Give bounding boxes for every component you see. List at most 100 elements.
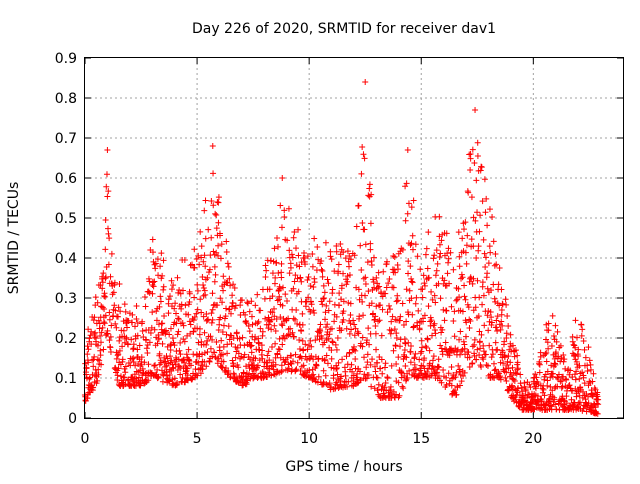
- data-point: [89, 371, 96, 378]
- data-point: [533, 374, 540, 381]
- data-point: [431, 320, 438, 327]
- data-point: [542, 371, 549, 378]
- data-point: [187, 330, 194, 337]
- data-point: [175, 356, 182, 363]
- data-point: [294, 320, 301, 327]
- data-point: [335, 268, 342, 275]
- data-point: [293, 245, 300, 252]
- data-point: [298, 328, 305, 335]
- data-point: [593, 410, 600, 417]
- data-point: [570, 341, 577, 348]
- data-point: [94, 377, 101, 384]
- data-point: [311, 235, 318, 242]
- data-point: [393, 361, 400, 368]
- data-point: [369, 356, 376, 363]
- data-point: [431, 292, 438, 299]
- data-point: [103, 183, 110, 190]
- data-point: [407, 348, 414, 355]
- data-point: [480, 342, 487, 349]
- data-point: [400, 322, 407, 329]
- data-point: [165, 310, 172, 317]
- data-point: [117, 308, 124, 315]
- y-tick-label: 0.3: [55, 291, 77, 307]
- data-point: [269, 343, 276, 350]
- data-point: [86, 374, 93, 381]
- data-point: [424, 336, 431, 343]
- data-point: [455, 362, 462, 369]
- data-point: [458, 348, 465, 355]
- data-point: [169, 335, 176, 342]
- data-point: [293, 306, 300, 313]
- data-point: [361, 155, 368, 162]
- data-point: [561, 356, 568, 363]
- data-point: [298, 355, 305, 362]
- data-point: [544, 368, 551, 375]
- data-point: [497, 376, 504, 383]
- data-point: [333, 313, 340, 320]
- data-point: [92, 294, 99, 301]
- data-point: [437, 342, 444, 349]
- data-point: [223, 249, 230, 256]
- data-point: [405, 200, 412, 207]
- data-point: [296, 346, 303, 353]
- data-point: [438, 345, 445, 352]
- data-point: [213, 249, 220, 256]
- data-point: [359, 144, 366, 151]
- data-point: [484, 312, 491, 319]
- data-point: [572, 376, 579, 383]
- data-point: [500, 360, 507, 367]
- data-point: [278, 274, 285, 281]
- data-point: [569, 387, 576, 394]
- data-point: [430, 255, 437, 262]
- data-point: [567, 367, 574, 374]
- data-point: [417, 350, 424, 357]
- data-point: [468, 236, 475, 243]
- data-point: [482, 254, 489, 261]
- data-point: [580, 338, 587, 345]
- data-point: [177, 351, 184, 358]
- data-point: [382, 290, 389, 297]
- data-point: [213, 339, 220, 346]
- data-point: [223, 331, 230, 338]
- data-point: [403, 354, 410, 361]
- data-point: [106, 235, 113, 242]
- data-point: [461, 293, 468, 300]
- data-point: [335, 359, 342, 366]
- y-tick-label: 0.9: [55, 51, 77, 67]
- data-point: [133, 302, 140, 309]
- data-point: [103, 171, 110, 178]
- data-point: [362, 79, 369, 85]
- data-point: [329, 338, 336, 345]
- data-point: [387, 383, 394, 390]
- data-point: [332, 341, 339, 348]
- data-point: [214, 360, 221, 367]
- data-point: [198, 309, 205, 316]
- data-point: [379, 370, 386, 377]
- data-point: [286, 270, 293, 277]
- data-point: [310, 375, 317, 382]
- data-point: [166, 366, 173, 373]
- data-point: [129, 355, 136, 362]
- data-point: [224, 260, 231, 267]
- data-point: [413, 294, 420, 301]
- data-point: [348, 382, 355, 389]
- data-point: [381, 394, 388, 401]
- data-point: [200, 282, 207, 289]
- data-point: [554, 328, 561, 335]
- data-point: [461, 345, 468, 352]
- data-point: [406, 367, 413, 374]
- data-point: [435, 364, 442, 371]
- data-point: [115, 351, 122, 358]
- data-point: [394, 292, 401, 299]
- data-point: [292, 316, 299, 323]
- data-point: [467, 167, 474, 174]
- data-point: [261, 295, 268, 302]
- data-point: [439, 326, 446, 333]
- data-point: [210, 202, 217, 209]
- data-point: [226, 306, 233, 313]
- data-point: [336, 302, 343, 309]
- data-point: [512, 396, 519, 403]
- data-point: [316, 336, 323, 343]
- data-point: [235, 364, 242, 371]
- data-point: [377, 302, 384, 309]
